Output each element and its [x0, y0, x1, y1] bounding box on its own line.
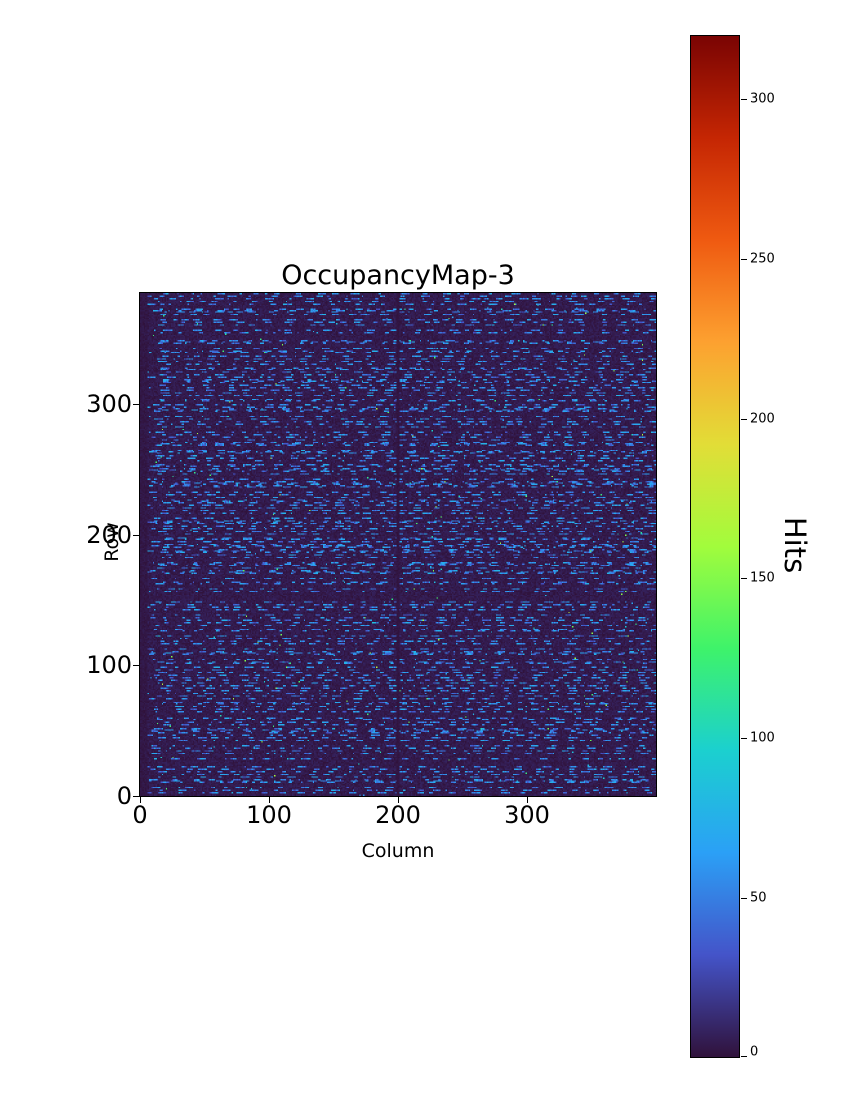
x-tick-mark [527, 797, 528, 803]
colorbar-tick-label: 0 [750, 1044, 759, 1060]
y-tick-label: 0 [116, 782, 132, 810]
colorbar-tick-label: 200 [750, 411, 775, 427]
y-tick-mark [133, 796, 139, 797]
x-tick-mark [140, 797, 141, 803]
x-tick-label: 300 [504, 801, 550, 829]
x-axis-label: Column [361, 840, 435, 862]
colorbar-tick-mark [741, 898, 747, 899]
y-tick-label: 100 [86, 651, 132, 679]
y-tick-label: 300 [86, 390, 132, 418]
colorbar-tick-label: 100 [750, 730, 775, 746]
y-tick-mark [133, 535, 139, 536]
colorbar [690, 35, 740, 1058]
colorbar-tick-mark [741, 1056, 747, 1057]
y-tick-mark [133, 404, 139, 405]
colorbar-tick-label: 150 [750, 570, 775, 586]
x-tick-label: 100 [246, 801, 292, 829]
x-tick-mark [269, 797, 270, 803]
heatmap-canvas [140, 293, 656, 796]
chart-title: OccupancyMap-3 [281, 260, 515, 291]
heatmap-plot-area [139, 292, 657, 797]
x-tick-label: 0 [132, 801, 148, 829]
y-axis-label: Row [101, 522, 123, 562]
x-tick-label: 200 [375, 801, 421, 829]
colorbar-gradient [691, 36, 739, 1057]
y-tick-label: 200 [86, 521, 132, 549]
colorbar-tick-label: 250 [750, 251, 775, 267]
colorbar-tick-mark [741, 578, 747, 579]
colorbar-tick-mark [741, 738, 747, 739]
x-tick-mark [398, 797, 399, 803]
colorbar-tick-label: 50 [750, 890, 767, 906]
colorbar-label: Hits [778, 516, 812, 574]
colorbar-tick-label: 300 [750, 91, 775, 107]
colorbar-tick-mark [741, 259, 747, 260]
y-tick-mark [133, 665, 139, 666]
colorbar-tick-mark [741, 99, 747, 100]
colorbar-tick-mark [741, 419, 747, 420]
